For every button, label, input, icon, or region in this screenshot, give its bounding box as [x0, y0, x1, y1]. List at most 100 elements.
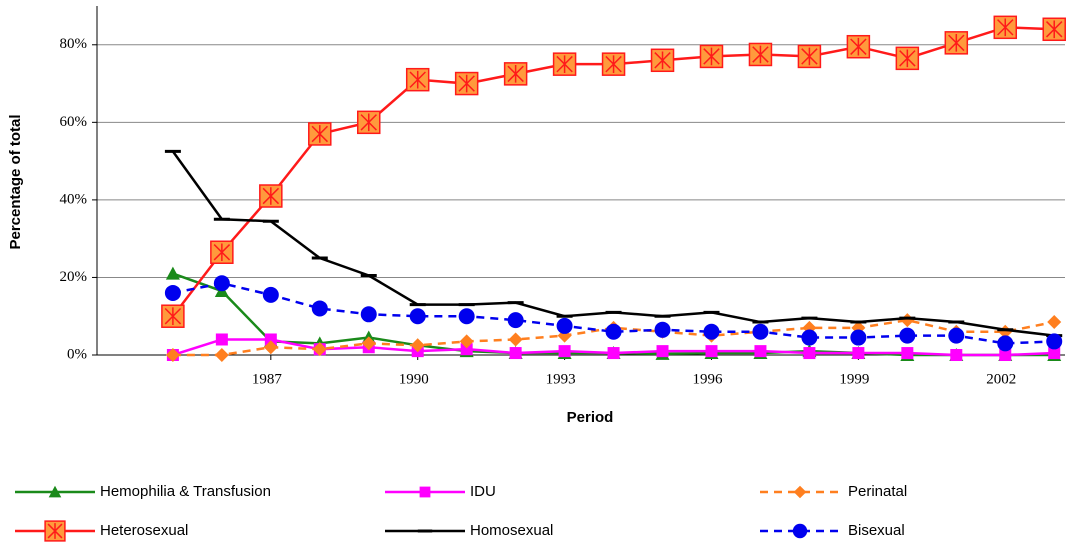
marker-star: [213, 243, 231, 262]
marker-star: [703, 47, 720, 66]
marker: [650, 48, 675, 73]
marker-star: [458, 74, 475, 93]
marker-star: [654, 51, 671, 70]
marker: [803, 347, 816, 360]
marker: [361, 336, 376, 351]
marker: [950, 349, 963, 361]
marker-star: [605, 55, 622, 73]
y-tick-label: 80%: [60, 36, 88, 52]
marker: [895, 46, 920, 71]
x-tick-label: 2002: [986, 371, 1016, 387]
marker: [460, 343, 473, 356]
marker: [656, 345, 669, 358]
marker: [410, 338, 425, 353]
marker: [503, 62, 528, 86]
legend-marker: [419, 486, 431, 498]
marker: [458, 308, 475, 325]
marker: [263, 340, 278, 355]
y-tick-label: 20%: [60, 269, 88, 285]
marker: [356, 110, 381, 135]
legend-marker: [48, 485, 62, 498]
marker: [308, 122, 332, 146]
marker-star: [1045, 20, 1063, 39]
x-tick-label: 1996: [692, 371, 723, 387]
marker: [311, 300, 328, 317]
marker: [507, 312, 524, 329]
marker: [509, 347, 522, 360]
marker: [165, 348, 180, 362]
marker: [360, 306, 377, 323]
marker: [1042, 17, 1066, 42]
marker: [752, 323, 769, 340]
marker: [161, 304, 185, 328]
marker: [993, 15, 1018, 40]
marker: [259, 184, 283, 208]
marker: [997, 335, 1014, 352]
marker: [1048, 347, 1061, 360]
marker: [899, 327, 916, 344]
marker-star: [899, 49, 916, 68]
marker: [850, 329, 867, 346]
marker: [754, 345, 767, 358]
marker: [705, 345, 718, 358]
marker: [703, 323, 720, 340]
series-line: [172, 272, 1055, 357]
legend-label: IDU: [470, 483, 496, 500]
marker: [900, 313, 915, 328]
y-axis-title: Percentage of total: [7, 114, 24, 249]
y-tick-label: 40%: [60, 191, 88, 207]
marker: [944, 31, 969, 55]
marker: [846, 34, 871, 59]
marker: [901, 347, 914, 360]
marker: [607, 347, 620, 360]
marker: [213, 275, 230, 292]
marker: [409, 308, 426, 325]
y-tick-label: 60%: [60, 114, 88, 130]
marker-star: [507, 65, 524, 83]
marker-star: [164, 307, 182, 326]
legend-marker: [793, 485, 807, 499]
marker: [264, 333, 277, 346]
marker-star: [556, 55, 573, 73]
marker: [801, 329, 818, 346]
marker: [852, 347, 865, 360]
marker: [262, 286, 279, 303]
marker-star: [801, 47, 818, 66]
marker-star: [948, 34, 965, 52]
marker: [558, 345, 571, 358]
marker: [605, 323, 622, 340]
marker: [699, 44, 724, 69]
marker: [405, 67, 430, 92]
marker: [165, 266, 180, 280]
legend-label: Heterosexual: [100, 522, 188, 539]
marker-star: [262, 187, 280, 205]
marker: [999, 349, 1012, 361]
marker-star: [409, 70, 426, 89]
marker: [210, 240, 234, 264]
legend-label: Hemophilia & Transfusion: [100, 483, 271, 500]
marker-star: [997, 18, 1014, 37]
x-tick-label: 1987: [252, 371, 283, 387]
marker: [797, 44, 822, 69]
marker-star: [850, 37, 867, 56]
marker: [748, 42, 773, 67]
series-line: [171, 150, 1055, 337]
marker-star: [311, 125, 329, 143]
marker: [1047, 315, 1062, 330]
marker: [215, 333, 228, 346]
marker-star: [47, 523, 63, 539]
marker: [1046, 333, 1063, 350]
x-tick-label: 1999: [839, 371, 869, 387]
marker: [654, 321, 671, 338]
marker: [552, 52, 577, 76]
marker: [508, 332, 523, 347]
x-axis-title: Period: [567, 409, 614, 426]
marker: [454, 71, 479, 96]
marker: [459, 334, 474, 349]
marker: [601, 52, 626, 76]
legend-marker: [792, 523, 808, 539]
marker: [556, 317, 573, 334]
marker: [214, 348, 229, 362]
marker: [948, 327, 965, 344]
